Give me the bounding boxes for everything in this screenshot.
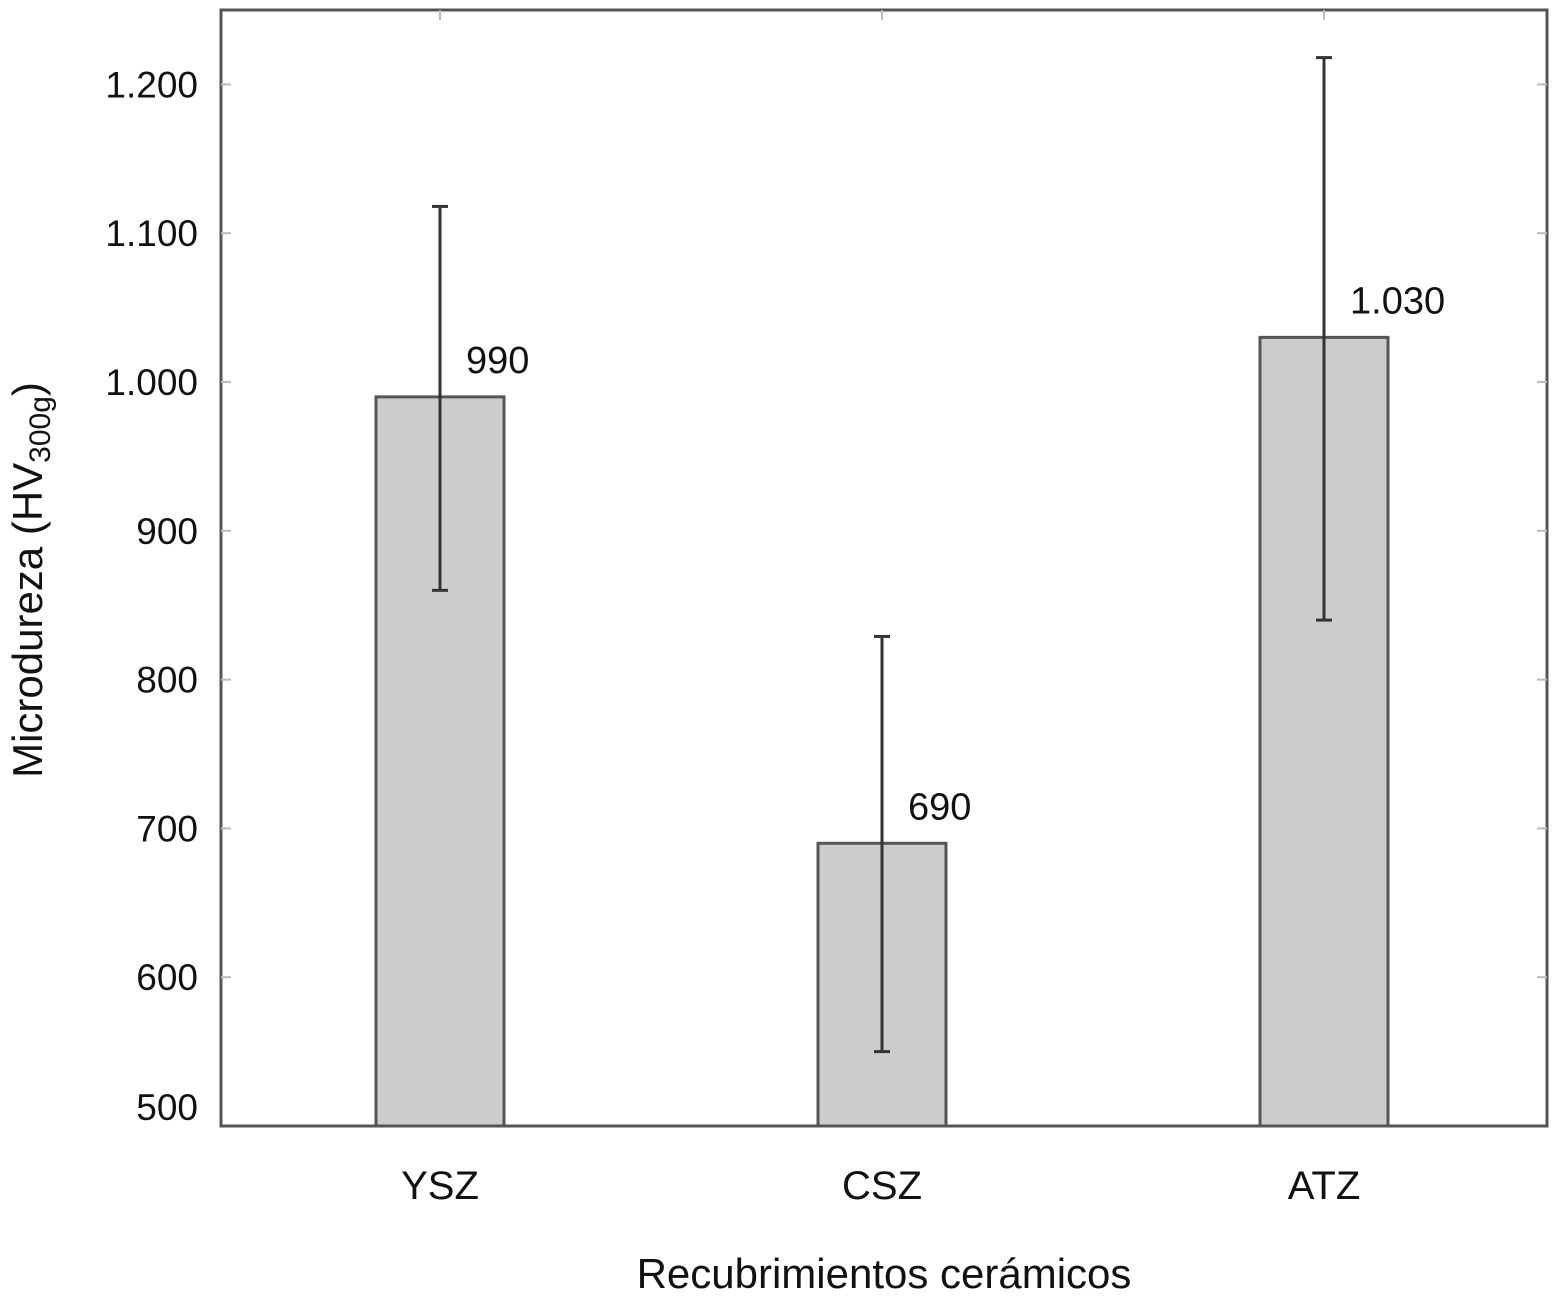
x-tick-label: ATZ [1288, 1164, 1361, 1208]
y-axis-title-close: ) [4, 382, 51, 396]
y-tick-label: 700 [136, 808, 198, 849]
y-tick-label: 1.200 [105, 64, 198, 105]
x-axis-title: Recubrimientos cerámicos [637, 1250, 1132, 1297]
x-tick-label: YSZ [401, 1164, 479, 1208]
data-label-csz: 690 [908, 786, 971, 828]
y-tick-label: 1.100 [105, 213, 198, 254]
y-tick-label: 800 [136, 660, 198, 701]
y-axis-title-main: Microdureza (HV [4, 463, 51, 778]
data-label-ysz: 990 [466, 340, 529, 382]
y-tick-label: 500 [136, 1087, 198, 1128]
y-axis-title: Microdureza (HV300g) [4, 382, 57, 778]
y-tick-label: 900 [136, 511, 198, 552]
y-axis-title-subscript: 300g [24, 396, 57, 463]
x-tick-label: CSZ [842, 1164, 922, 1208]
y-tick-label: 1.000 [105, 362, 198, 403]
y-tick-label: 600 [136, 957, 198, 998]
data-label-atz: 1.030 [1350, 280, 1445, 322]
